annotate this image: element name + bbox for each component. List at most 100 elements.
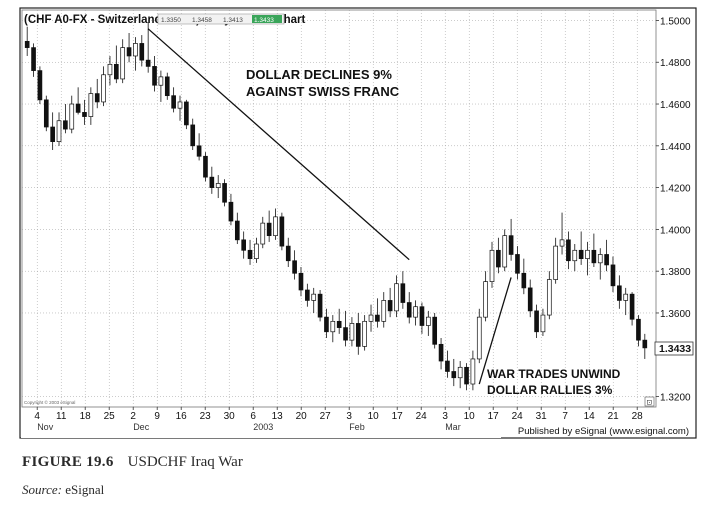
y-tick-label: 1.3200	[660, 393, 691, 404]
x-tick-label: 27	[320, 411, 332, 422]
x-tick-label: 3	[346, 411, 352, 422]
candle-up	[330, 320, 336, 333]
candle-down	[400, 283, 406, 303]
candle-down	[266, 222, 272, 237]
x-tick-label: 4	[34, 411, 40, 422]
candle-down	[190, 124, 196, 147]
candle-down	[355, 323, 361, 347]
x-tick-label: 14	[584, 411, 596, 422]
x-tick-label: 10	[368, 411, 380, 422]
candle-down	[43, 99, 49, 128]
x-month-label: Mar	[445, 422, 461, 432]
candle-up	[546, 279, 552, 316]
legend-low: 1.3413	[223, 17, 243, 24]
candle-up	[254, 243, 259, 259]
x-tick-label: 3	[442, 411, 448, 422]
annotation-rally-line2: DOLLAR RALLIES 3%	[487, 383, 613, 397]
x-tick-label: 6	[250, 411, 256, 422]
candle-up	[426, 316, 431, 326]
candle-down	[164, 76, 170, 97]
plot-area	[21, 9, 657, 408]
x-tick-label: 13	[272, 411, 284, 422]
candle-down	[343, 327, 348, 341]
figure-caption: FIGURE 19.6 USDCHF Iraq War	[22, 454, 243, 471]
candle-down	[24, 40, 30, 48]
candle-down	[171, 95, 176, 109]
candle-up	[585, 249, 590, 259]
candle-up	[311, 293, 317, 301]
candle-down	[642, 339, 648, 349]
candle-up	[553, 245, 558, 280]
candle-down	[438, 343, 444, 362]
y-tick-label: 1.4000	[660, 225, 691, 236]
x-tick-label: 7	[562, 411, 568, 422]
annotation-rally-line1: WAR TRADES UNWIND	[487, 367, 621, 381]
candle-down	[114, 63, 119, 80]
candle-down	[336, 320, 342, 328]
candle-up	[476, 316, 482, 360]
candle-down	[228, 201, 234, 222]
y-axis: 1.5000 1.4800 1.4600 1.4400 1.4200 1.4000 1.38…	[656, 16, 691, 404]
legend-open: 1.3350	[161, 17, 181, 24]
candle-down	[566, 239, 571, 262]
last-price-marker	[654, 341, 694, 356]
legend-close-highlight	[252, 15, 282, 23]
candle-down	[617, 285, 622, 301]
expand-icon: ⊡	[647, 399, 653, 407]
x-month-label: Feb	[349, 422, 365, 432]
month-label-mask	[21, 433, 501, 438]
x-tick-label: 11	[56, 411, 67, 422]
candle-up	[457, 366, 463, 379]
candle-down	[610, 264, 616, 287]
candle-down	[636, 318, 641, 341]
candle-down	[387, 300, 393, 312]
expand-button[interactable]	[644, 396, 655, 407]
x-axis: 4 11 18 25 2 9 16 23 30 6 13 20 27 3 10 17 24 3 10 17 24 31 7 1…	[21, 407, 643, 438]
candle-down	[203, 155, 208, 178]
x-tick-label: 25	[104, 411, 116, 422]
x-tick-label: 30	[224, 411, 236, 422]
candle-up	[483, 281, 488, 318]
candle-down	[292, 260, 297, 274]
candle-down	[298, 272, 304, 291]
y-tick-label: 1.4600	[660, 100, 691, 111]
publisher-label: Published by eSignal (www.esignal.com)	[518, 426, 689, 437]
candle-down	[184, 101, 189, 126]
candles	[24, 22, 648, 391]
candle-down	[534, 310, 539, 333]
y-tick-label: 1.3600	[660, 309, 691, 320]
candle-down	[527, 287, 533, 312]
candle-up	[597, 254, 603, 264]
x-month-label: 2003	[253, 422, 273, 432]
x-month-label: Dec	[133, 422, 150, 432]
y-tick-label: 1.4400	[660, 142, 691, 153]
copyright-label: Copyright © 2003 eSignal	[24, 399, 75, 405]
candle-down	[496, 249, 501, 268]
x-tick-label: 9	[154, 411, 160, 422]
candle-up	[502, 235, 508, 268]
ohlc-legend-box	[157, 13, 285, 25]
candle-up	[559, 239, 565, 247]
candle-down	[50, 126, 55, 142]
y-tick-label: 1.3800	[660, 267, 691, 278]
candle-down	[126, 47, 132, 57]
candle-down	[279, 216, 285, 247]
candle-down	[75, 103, 81, 113]
trend-line	[147, 28, 410, 261]
x-tick-label: 23	[200, 411, 212, 422]
x-tick-label: 2	[130, 411, 136, 422]
candle-down	[324, 316, 329, 333]
legend-high: 1.3458	[192, 17, 212, 24]
candle-up	[69, 103, 75, 130]
candle-down	[604, 254, 609, 266]
x-tick-label: 21	[608, 411, 620, 422]
candle-down	[521, 272, 527, 289]
ohlc-legend: 1.3350 1.3458 1.3413 1.3433	[157, 13, 285, 25]
candle-down	[432, 316, 438, 345]
candle-down	[145, 59, 151, 67]
trend-line	[478, 277, 512, 385]
candle-up	[260, 222, 266, 245]
x-tick-label: 24	[512, 411, 524, 422]
candle-down	[196, 145, 202, 157]
candle-up	[572, 249, 578, 262]
